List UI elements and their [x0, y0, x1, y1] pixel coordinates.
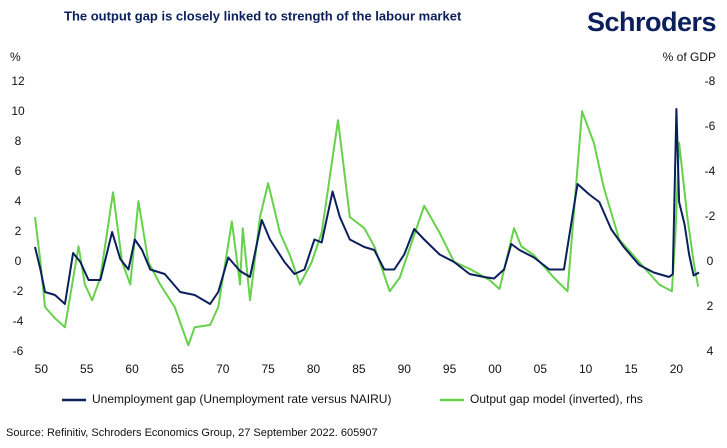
y2-tick-label: 4	[707, 344, 714, 358]
legend-label: Output gap model (inverted), rhs	[470, 392, 643, 406]
y-axis-label: %	[10, 50, 21, 64]
x-tick-label: 55	[80, 362, 94, 376]
x-tick-label: 70	[216, 362, 230, 376]
y-tick-label: -2	[13, 284, 24, 298]
x-tick-label: 00	[488, 362, 502, 376]
y2-axis-label: % of GDP	[663, 50, 716, 64]
series-line	[34, 110, 700, 347]
y-tick-label: 6	[15, 164, 22, 178]
y-tick-label: -4	[13, 314, 24, 328]
y2-tick-label: -2	[705, 209, 716, 223]
x-tick-label: 20	[670, 362, 684, 376]
legend-label: Unemployment gap (Unemployment rate vers…	[92, 392, 391, 406]
y-tick-label: -6	[13, 344, 24, 358]
y-tick-label: 8	[15, 134, 22, 148]
y-tick-label: 4	[15, 194, 22, 208]
series-line	[34, 108, 700, 305]
x-tick-label: 15	[624, 362, 638, 376]
source-note: Source: Refinitiv, Schroders Economics G…	[6, 427, 378, 439]
x-tick-label: 90	[398, 362, 412, 376]
x-tick-label: 60	[125, 362, 139, 376]
x-tick-label: 95	[443, 362, 457, 376]
y-tick-label: 0	[15, 254, 22, 268]
x-tick-label: 85	[352, 362, 366, 376]
x-tick-label: 10	[579, 362, 593, 376]
x-tick-label: 80	[307, 362, 321, 376]
y-tick-label: 2	[15, 224, 22, 238]
x-tick-label: 05	[534, 362, 548, 376]
y2-tick-label: -8	[705, 74, 716, 88]
y2-tick-label: -4	[705, 164, 716, 178]
y-tick-label: 12	[11, 74, 25, 88]
x-tick-label: 65	[171, 362, 185, 376]
chart-title: The output gap is closely linked to stre…	[64, 8, 462, 23]
y2-tick-label: 0	[707, 254, 714, 268]
x-tick-label: 75	[261, 362, 275, 376]
x-tick-label: 50	[35, 362, 49, 376]
y-tick-label: 10	[11, 104, 25, 118]
logo: Schroders	[587, 7, 716, 37]
y2-tick-label: -6	[705, 119, 716, 133]
y2-tick-label: 2	[707, 299, 714, 313]
